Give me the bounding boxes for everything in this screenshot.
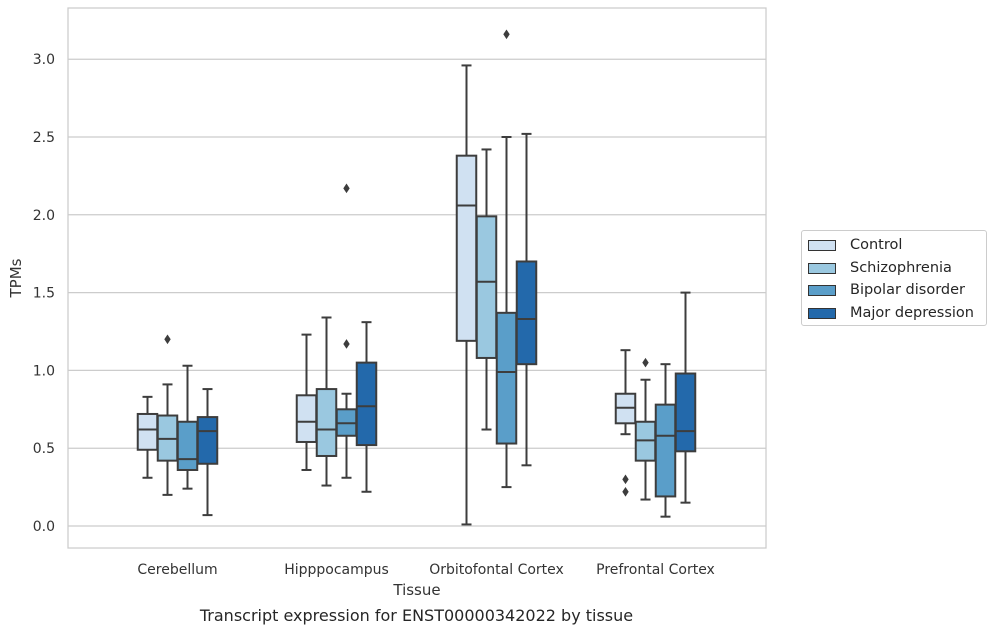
box-iqr xyxy=(495,311,518,445)
series-bipolar-disorder xyxy=(176,29,677,518)
legend-swatch-major-depression xyxy=(808,307,836,319)
x-tick-label-prefrontal-cortex: Prefrontal Cortex xyxy=(596,562,715,578)
box-iqr xyxy=(295,394,318,443)
x-tick-labels: Cerebellum Hipppocampus Orbitofontal Corte… xyxy=(137,562,714,578)
legend-item-bipolar-disorder: Bipolar disorder xyxy=(808,280,965,300)
y-tick-label: 0.5 xyxy=(33,441,55,457)
box-control-hipppocampus xyxy=(295,333,318,471)
box-iqr xyxy=(674,372,697,453)
box-control-prefrontal-cortex xyxy=(614,349,637,497)
box-major-depression-orbitofontal-cortex xyxy=(515,132,538,467)
legend-swatch-bipolar-disorder xyxy=(808,284,836,296)
legend-label-control: Control xyxy=(850,237,903,253)
box-control-cerebellum xyxy=(136,395,159,479)
series-schizophrenia xyxy=(156,148,657,501)
y-tick-label: 2.5 xyxy=(33,130,55,146)
legend: Control Schizophrenia Bipolar disorder M… xyxy=(801,230,987,326)
legend-item-major-depression: Major depression xyxy=(808,303,974,323)
y-tick-label: 1.0 xyxy=(33,363,55,379)
box-iqr xyxy=(455,154,478,342)
legend-swatch-control xyxy=(808,239,836,251)
y-tick-label: 1.5 xyxy=(33,286,55,302)
y-tick-label: 3.0 xyxy=(33,52,55,68)
y-tick-label: 0.0 xyxy=(33,519,55,535)
chart-caption: Transcript expression for ENST0000034202… xyxy=(199,606,634,625)
x-tick-label-orbitofontal-cortex: Orbitofontal Cortex xyxy=(429,562,564,578)
box-major-depression-prefrontal-cortex xyxy=(674,291,697,504)
box-major-depression-hipppocampus xyxy=(355,321,378,493)
box-series xyxy=(136,29,697,526)
legend-swatch-schizophrenia xyxy=(808,262,836,274)
outlier-point xyxy=(164,334,171,345)
box-schizophrenia-hipppocampus xyxy=(315,316,338,487)
box-major-depression-cerebellum xyxy=(196,388,219,517)
box-control-orbitofontal-cortex xyxy=(455,64,478,526)
outlier-point xyxy=(503,29,510,40)
legend-item-schizophrenia: Schizophrenia xyxy=(808,258,952,278)
legend-label-major-depression: Major depression xyxy=(850,305,974,321)
x-tick-label-cerebellum: Cerebellum xyxy=(137,562,217,578)
box-iqr xyxy=(475,215,498,359)
box-bipolar-disorder-hipppocampus xyxy=(335,183,358,479)
outlier-point xyxy=(622,474,629,485)
outlier-point xyxy=(343,183,350,194)
series-major-depression xyxy=(196,132,697,517)
x-tick-label-hipppocampus: Hipppocampus xyxy=(284,562,389,578)
legend-label-schizophrenia: Schizophrenia xyxy=(850,260,952,276)
box-iqr xyxy=(315,388,338,457)
box-bipolar-disorder-cerebellum xyxy=(176,364,199,490)
series-control xyxy=(136,64,637,526)
box-iqr xyxy=(136,412,159,451)
legend-label-bipolar-disorder: Bipolar disorder xyxy=(850,282,965,298)
legend-item-control: Control xyxy=(808,235,902,255)
outlier-point xyxy=(343,339,350,349)
y-tick-labels: 0.0 0.5 1.0 1.5 2.0 2.5 3.0 xyxy=(33,52,55,535)
box-iqr xyxy=(355,361,378,447)
box-iqr xyxy=(176,420,199,471)
outlier-point xyxy=(642,357,649,368)
box-iqr xyxy=(654,403,677,498)
y-tick-label: 2.0 xyxy=(33,208,55,224)
y-axis-label: TPMs xyxy=(7,258,25,298)
x-axis-label: Tissue xyxy=(392,581,440,599)
box-schizophrenia-orbitofontal-cortex xyxy=(475,148,498,431)
box-bipolar-disorder-orbitofontal-cortex xyxy=(495,29,518,489)
box-iqr xyxy=(196,416,219,465)
outlier-point xyxy=(622,486,629,497)
box-iqr xyxy=(515,260,538,366)
